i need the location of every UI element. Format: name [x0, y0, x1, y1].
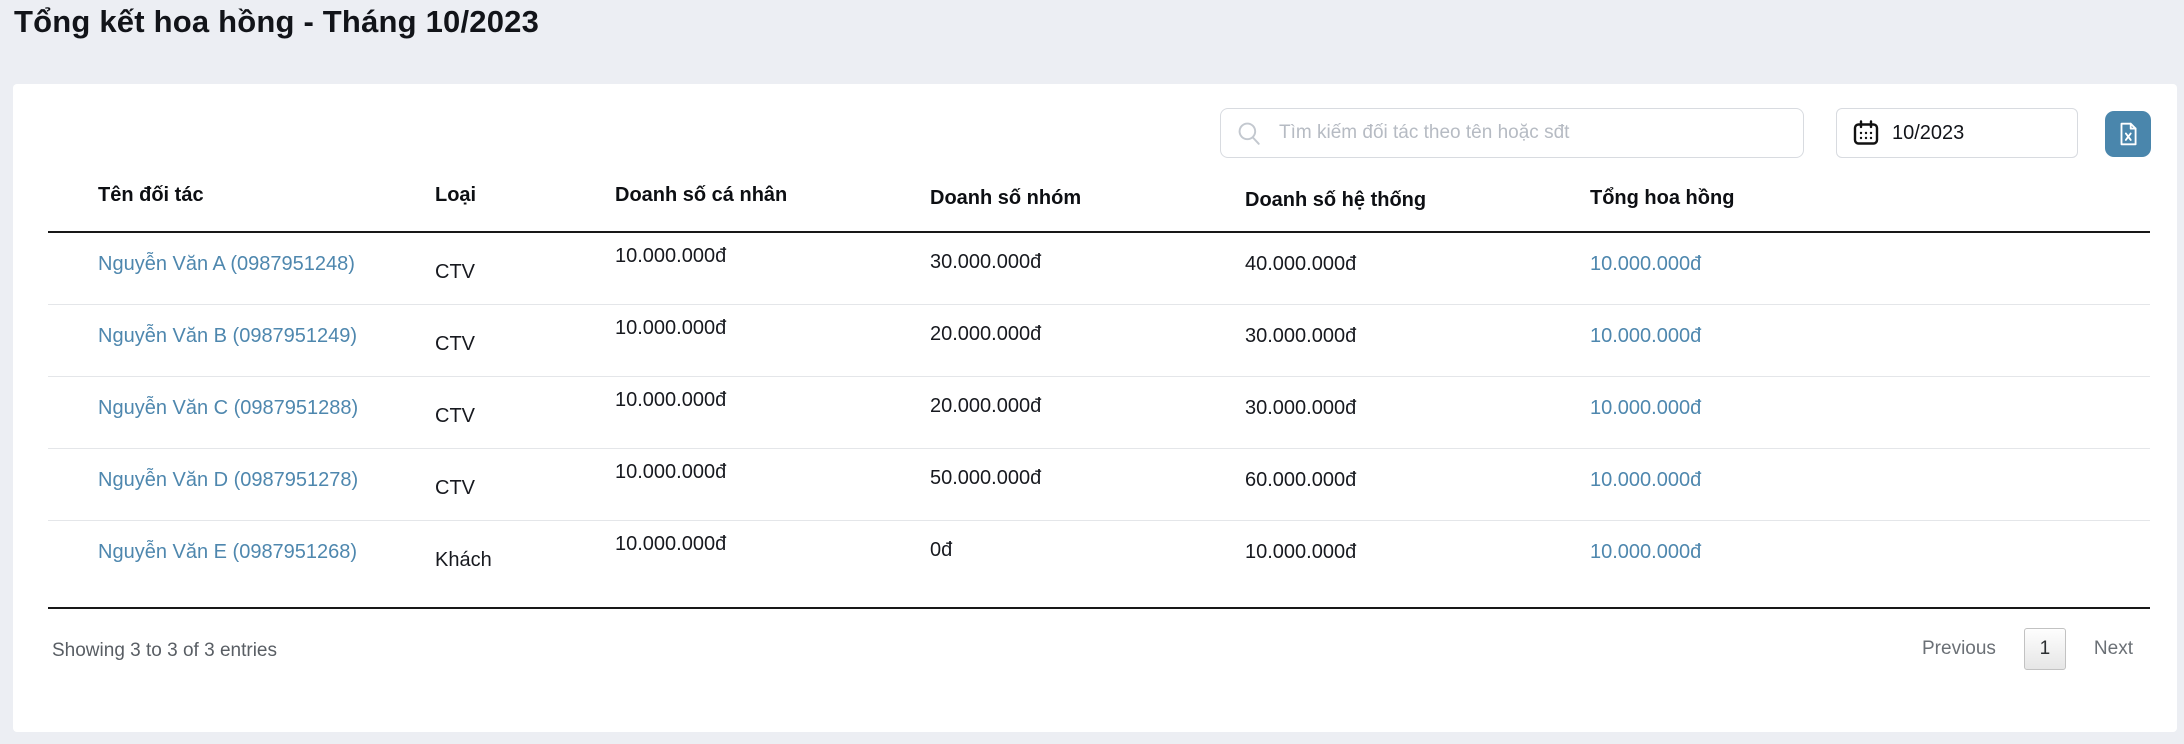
col-header-type: Loại [420, 160, 600, 233]
partner-link[interactable]: Nguyễn Văn D (0987951278) [98, 468, 359, 491]
calendar-icon [1853, 120, 1879, 145]
system-sales: 40.000.000đ [1230, 232, 1575, 305]
partner-type: CTV [420, 232, 600, 305]
personal-sales: 10.000.000đ [600, 304, 915, 377]
pagination: Previous 1 Next [1916, 628, 2139, 670]
table-row: Nguyễn Văn D (0987951278) CTV 10.000.000… [48, 448, 2150, 521]
system-sales: 30.000.000đ [1230, 376, 1575, 449]
table-row: Nguyễn Văn B (0987951249) CTV 10.000.000… [48, 304, 2150, 377]
partner-link[interactable]: Nguyễn Văn E (0987951268) [98, 540, 358, 563]
partner-type: Khách [420, 520, 600, 609]
export-excel-button[interactable] [2105, 111, 2151, 157]
table-row: Nguyễn Văn E (0987951268) Khách 10.000.0… [48, 520, 2150, 609]
group-sales: 20.000.000đ [915, 304, 1230, 377]
current-page-button[interactable]: 1 [2023, 628, 2066, 670]
showing-entries-text: Showing 3 to 3 of 3 entries [52, 640, 277, 661]
col-header-commission: Tổng hoa hồng [1575, 160, 2150, 233]
total-commission: 10.000.000đ [1590, 540, 1702, 563]
month-picker[interactable]: 10/2023 [1836, 108, 2078, 158]
partner-type: CTV [420, 376, 600, 449]
group-sales: 30.000.000đ [915, 232, 1230, 305]
partner-link[interactable]: Nguyễn Văn C (0987951288) [98, 396, 359, 419]
month-value: 10/2023 [1892, 121, 1965, 144]
total-commission: 10.000.000đ [1590, 324, 1702, 347]
personal-sales: 10.000.000đ [600, 520, 915, 609]
table-row: Nguyễn Văn A (0987951248) CTV 10.000.000… [48, 232, 2150, 305]
col-header-system: Doanh số hệ thống [1230, 160, 1575, 233]
commission-table: Tên đối tác Loại Doanh số cá nhân Doanh … [48, 160, 2150, 609]
personal-sales: 10.000.000đ [600, 376, 915, 449]
group-sales: 20.000.000đ [915, 376, 1230, 449]
total-commission: 10.000.000đ [1590, 253, 1702, 275]
system-sales: 10.000.000đ [1230, 520, 1575, 609]
next-page-button[interactable]: Next [2093, 638, 2133, 659]
table-row: Nguyễn Văn C (0987951288) CTV 10.000.000… [48, 376, 2150, 449]
page-title: Tổng kết hoa hồng - Tháng 10/2023 [14, 4, 540, 39]
file-excel-icon [2120, 122, 2137, 146]
col-header-personal: Doanh số cá nhân [600, 160, 915, 233]
system-sales: 30.000.000đ [1230, 304, 1575, 377]
total-commission: 10.000.000đ [1590, 468, 1702, 491]
search-box [1220, 108, 1804, 158]
group-sales: 50.000.000đ [915, 448, 1230, 521]
partner-link[interactable]: Nguyễn Văn B (0987951249) [98, 324, 358, 347]
personal-sales: 10.000.000đ [600, 448, 915, 521]
partner-type: CTV [420, 448, 600, 521]
total-commission: 10.000.000đ [1590, 396, 1702, 419]
report-card: 10/2023 Tên đối tác Loại Doanh số cá nhâ… [13, 84, 2177, 732]
previous-page-button[interactable]: Previous [1922, 638, 1996, 659]
personal-sales: 10.000.000đ [600, 232, 915, 305]
group-sales: 0đ [915, 520, 1230, 609]
search-input[interactable] [1220, 108, 1804, 158]
partner-type: CTV [420, 304, 600, 377]
table-header-row: Tên đối tác Loại Doanh số cá nhân Doanh … [48, 160, 2150, 233]
partner-link[interactable]: Nguyễn Văn A (0987951248) [98, 253, 355, 275]
col-header-partner: Tên đối tác [48, 160, 420, 233]
system-sales: 60.000.000đ [1230, 448, 1575, 521]
col-header-group: Doanh số nhóm [915, 160, 1230, 233]
